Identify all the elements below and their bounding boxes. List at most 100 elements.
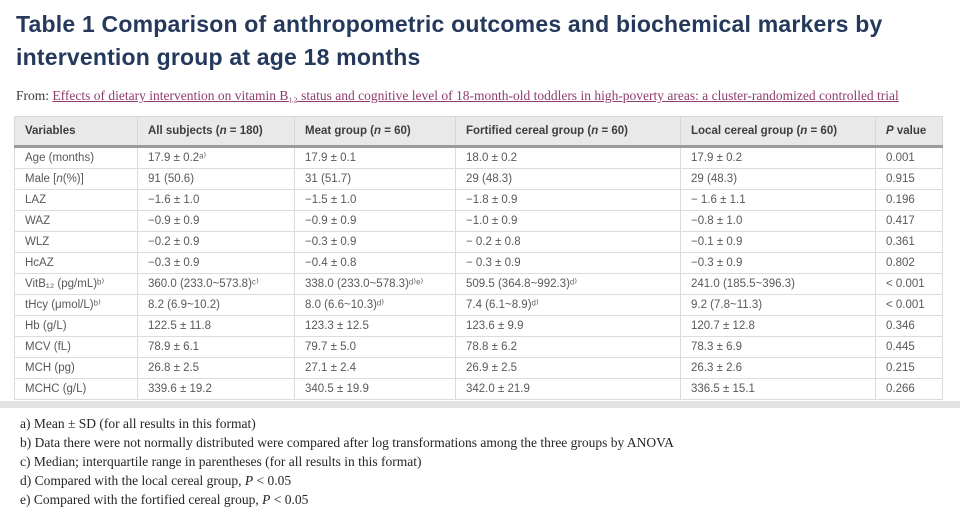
horizontal-scrollbar[interactable]: [0, 401, 960, 408]
table-cell: − 1.6 ± 1.1: [680, 189, 876, 211]
table-row-mch: MCH (pg) 26.8 ± 2.5 27.1 ± 2.4 26.9 ± 2.…: [14, 357, 943, 379]
table-row-male: Male [n(%)] 91 (50.6) 31 (51.7) 29 (48.3…: [14, 168, 943, 190]
table-cell: −0.2 ± 0.9: [137, 231, 295, 253]
table-cell: 17.9 ± 0.2ᵃ⁾: [137, 146, 295, 169]
row-label: WLZ: [14, 231, 138, 253]
table-cell: 0.361: [875, 231, 943, 253]
table-cell: 17.9 ± 0.1: [294, 146, 456, 169]
table-cell: 31 (51.7): [294, 168, 456, 190]
column-header-local-cereal-group: Local cereal group (n = 60): [680, 116, 876, 148]
table-cell: 18.0 ± 0.2: [455, 146, 681, 169]
table-cell: 0.417: [875, 210, 943, 232]
row-label: Hb (g/L): [14, 315, 138, 337]
table-cell: 9.2 (7.8~11.3): [680, 294, 876, 316]
row-label: MCH (pg): [14, 357, 138, 379]
table-cell: 336.5 ± 15.1: [680, 378, 876, 400]
table-row-age: Age (months) 17.9 ± 0.2ᵃ⁾ 17.9 ± 0.1 18.…: [14, 146, 943, 169]
table-cell: 509.5 (364.8~992.3)ᵈ⁾: [455, 273, 681, 295]
table-row-waz: WAZ −0.9 ± 0.9 −0.9 ± 0.9 −1.0 ± 0.9 −0.…: [14, 210, 943, 232]
table-cell: 0.915: [875, 168, 943, 190]
table-cell: 342.0 ± 21.9: [455, 378, 681, 400]
column-header-p-value: P value: [875, 116, 943, 148]
table-cell: −0.3 ± 0.9: [294, 231, 456, 253]
footnote-b: b) Data there were not normally distribu…: [20, 435, 674, 450]
column-header-meat-group: Meat group (n = 60): [294, 116, 456, 148]
table-cell: 78.3 ± 6.9: [680, 336, 876, 358]
table-row-vitb12: VitB₁₂ (pg/mL)ᵇ⁾ 360.0 (233.0~573.8)ᶜ⁾ 3…: [14, 273, 943, 295]
table-cell: 338.0 (233.0~578.3)ᵈ⁾ᵉ⁾: [294, 273, 456, 295]
row-label: LAZ: [14, 189, 138, 211]
table-cell: 0.215: [875, 357, 943, 379]
table-cell: −0.4 ± 0.8: [294, 252, 456, 274]
table-cell: < 0.001: [875, 294, 943, 316]
row-label: WAZ: [14, 210, 138, 232]
table-cell: 7.4 (6.1~8.9)ᵈ⁾: [455, 294, 681, 316]
table-cell: 120.7 ± 12.8: [680, 315, 876, 337]
row-label: MCHC (g/L): [14, 378, 138, 400]
table-cell: 0.196: [875, 189, 943, 211]
table-cell: 79.7 ± 5.0: [294, 336, 456, 358]
table-row-mcv: MCV (fL) 78.9 ± 6.1 79.7 ± 5.0 78.8 ± 6.…: [14, 336, 943, 358]
row-label: VitB₁₂ (pg/mL)ᵇ⁾: [14, 273, 138, 295]
footnote-d: d) Compared with the local cereal group,…: [20, 473, 292, 488]
table-cell: −0.8 ± 1.0: [680, 210, 876, 232]
source-article-link[interactable]: Effects of dietary intervention on vitam…: [52, 88, 899, 103]
table-cell: −0.3 ± 0.9: [680, 252, 876, 274]
table-cell: −0.9 ± 0.9: [294, 210, 456, 232]
footnote-e: e) Compared with the fortified cereal gr…: [20, 492, 309, 507]
table-cell: −1.5 ± 1.0: [294, 189, 456, 211]
table-cell: 339.6 ± 19.2: [137, 378, 295, 400]
column-header-all-subjects: All subjects (n = 180): [137, 116, 295, 148]
row-label: HcAZ: [14, 252, 138, 274]
table-cell: 78.8 ± 6.2: [455, 336, 681, 358]
table-row-thcy: tHcy (μmol/L)ᵇ⁾ 8.2 (6.9~10.2) 8.0 (6.6~…: [14, 294, 943, 316]
table-cell: 8.0 (6.6~10.3)ᵈ⁾: [294, 294, 456, 316]
table-cell: 29 (48.3): [455, 168, 681, 190]
table-cell: 340.5 ± 19.9: [294, 378, 456, 400]
table-cell: −0.9 ± 0.9: [137, 210, 295, 232]
table-cell: 78.9 ± 6.1: [137, 336, 295, 358]
table-cell: 0.802: [875, 252, 943, 274]
page-title: Table 1 Comparison of anthropometric out…: [16, 11, 883, 70]
column-header-variables: Variables: [14, 116, 138, 148]
table-cell: 122.5 ± 11.8: [137, 315, 295, 337]
table-cell: 27.1 ± 2.4: [294, 357, 456, 379]
table-row-hcaz: HcAZ −0.3 ± 0.9 −0.4 ± 0.8 − 0.3 ± 0.9 −…: [14, 252, 943, 274]
table-row-hb: Hb (g/L) 122.5 ± 11.8 123.3 ± 12.5 123.6…: [14, 315, 943, 337]
table-cell: 26.8 ± 2.5: [137, 357, 295, 379]
row-label: MCV (fL): [14, 336, 138, 358]
table-row-wlz: WLZ −0.2 ± 0.9 −0.3 ± 0.9 − 0.2 ± 0.8 −0…: [14, 231, 943, 253]
column-header-fortified-cereal-group: Fortified cereal group (n = 60): [455, 116, 681, 148]
table-cell: 26.9 ± 2.5: [455, 357, 681, 379]
table-cell: 0.445: [875, 336, 943, 358]
table-cell: −0.1 ± 0.9: [680, 231, 876, 253]
table-cell: 8.2 (6.9~10.2): [137, 294, 295, 316]
footnote-c: c) Median; interquartile range in parent…: [20, 454, 422, 469]
table-cell: −1.0 ± 0.9: [455, 210, 681, 232]
table-cell: 17.9 ± 0.2: [680, 146, 876, 169]
table-row-mchc: MCHC (g/L) 339.6 ± 19.2 340.5 ± 19.9 342…: [14, 378, 943, 400]
table-cell: 0.346: [875, 315, 943, 337]
table-cell: 241.0 (185.5~396.3): [680, 273, 876, 295]
row-label: Male [n(%)]: [14, 168, 138, 190]
table-cell: 26.3 ± 2.6: [680, 357, 876, 379]
from-label: From:: [16, 88, 53, 103]
table-footnotes: a) Mean ± SD (for all results in this fo…: [20, 414, 946, 509]
table-cell: 29 (48.3): [680, 168, 876, 190]
table-header-row: Variables All subjects (n = 180) Meat gr…: [14, 116, 943, 148]
table-cell: < 0.001: [875, 273, 943, 295]
table-cell: 123.6 ± 9.9: [455, 315, 681, 337]
table-cell: − 0.2 ± 0.8: [455, 231, 681, 253]
row-label: tHcy (μmol/L)ᵇ⁾: [14, 294, 138, 316]
source-line: From: Effects of dietary intervention on…: [16, 85, 940, 106]
table-cell: 123.3 ± 12.5: [294, 315, 456, 337]
comparison-table: Variables All subjects (n = 180) Meat gr…: [14, 116, 943, 400]
table-cell: −1.6 ± 1.0: [137, 189, 295, 211]
table-cell: −1.8 ± 0.9: [455, 189, 681, 211]
table-cell: 0.001: [875, 146, 943, 169]
table-cell: 360.0 (233.0~573.8)ᶜ⁾: [137, 273, 295, 295]
footnote-a: a) Mean ± SD (for all results in this fo…: [20, 416, 256, 431]
table-cell: 0.266: [875, 378, 943, 400]
table-row-laz: LAZ −1.6 ± 1.0 −1.5 ± 1.0 −1.8 ± 0.9 − 1…: [14, 189, 943, 211]
table-cell: −0.3 ± 0.9: [137, 252, 295, 274]
